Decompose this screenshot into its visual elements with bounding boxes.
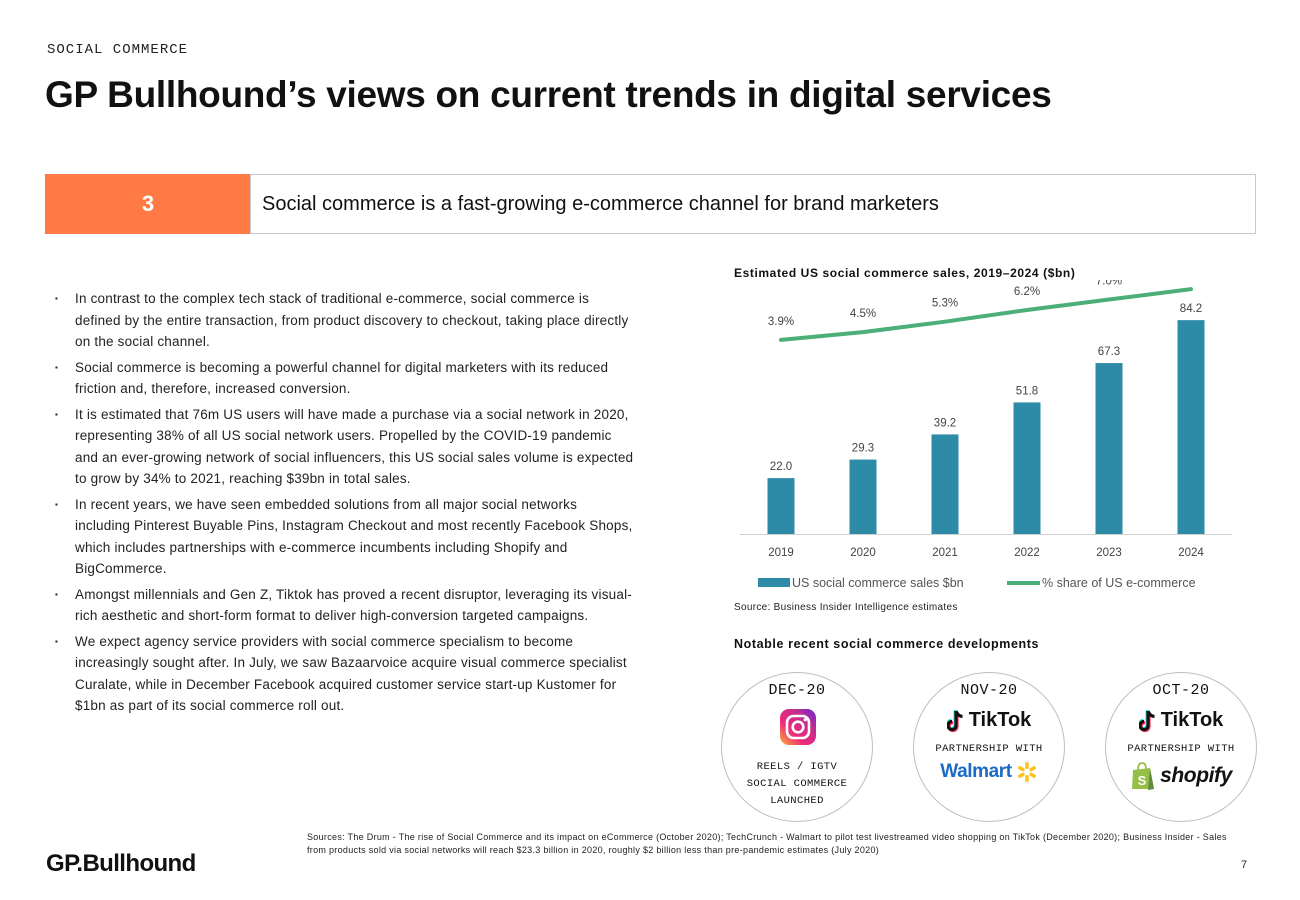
page-number: 7 bbox=[1241, 859, 1248, 871]
bar-2022 bbox=[1013, 402, 1041, 534]
share-label-2022: 6.2% bbox=[1014, 286, 1040, 298]
shopify-bag-icon: S bbox=[1132, 762, 1155, 790]
share-point-2019 bbox=[779, 338, 783, 342]
x-tick-2023: 2023 bbox=[1096, 547, 1122, 559]
bullet-item: Social commerce is becoming a powerful c… bbox=[55, 357, 635, 400]
x-tick-2022: 2022 bbox=[1014, 547, 1040, 559]
share-label-2021: 5.3% bbox=[932, 298, 958, 310]
development-date: NOV-20 bbox=[960, 682, 1018, 699]
tiktok-logo: TikTok bbox=[1106, 709, 1256, 732]
bar-label-2021: 39.2 bbox=[934, 417, 956, 429]
svg-text:S: S bbox=[1138, 773, 1147, 788]
share-label-2020: 4.5% bbox=[850, 308, 876, 320]
walmart-spark-icon bbox=[1017, 762, 1036, 782]
tiktok-icon bbox=[1138, 709, 1155, 732]
bullet-item: In recent years, we have seen embedded s… bbox=[55, 494, 635, 580]
share-label-2019: 3.9% bbox=[768, 316, 794, 328]
share-point-2022 bbox=[1025, 308, 1029, 312]
bar-2020 bbox=[849, 459, 877, 534]
share-point-2021 bbox=[943, 320, 947, 324]
x-tick-2021: 2021 bbox=[932, 547, 958, 559]
instagram-icon bbox=[780, 709, 816, 745]
tiktok-wordmark: TikTok bbox=[968, 709, 1032, 731]
legend-swatch-sales bbox=[758, 578, 790, 587]
sources-footnote: Sources: The Drum - The rise of Social C… bbox=[307, 832, 1227, 855]
development-line: SOCIAL COMMERCE bbox=[746, 778, 848, 790]
bar-label-2023: 67.3 bbox=[1098, 346, 1120, 358]
walmart-logo: Walmart bbox=[914, 761, 1064, 783]
bar-label-2022: 51.8 bbox=[1016, 385, 1038, 397]
sales-chart: 22.0 29.3 39.2 51.8 67.3 84.2 2019 2020 2021 2022… bbox=[740, 280, 1232, 590]
section-number: 3 bbox=[141, 191, 155, 216]
x-tick-2020: 2020 bbox=[850, 547, 876, 559]
tiktok-icon bbox=[946, 709, 963, 732]
bar-2019 bbox=[767, 478, 795, 534]
bar-label-2019: 22.0 bbox=[770, 461, 792, 473]
bar-2024 bbox=[1177, 320, 1205, 534]
development-date: OCT-20 bbox=[1152, 682, 1210, 699]
bar-2023 bbox=[1095, 363, 1123, 534]
section-number-box: 3 bbox=[45, 174, 251, 234]
x-tick-2024: 2024 bbox=[1178, 547, 1204, 559]
development-circle-instagram: DEC-20 REELS / IGTV SOCIAL COMMERCE LAUN… bbox=[721, 672, 873, 822]
shopify-logo: S shopify bbox=[1106, 761, 1256, 791]
development-circle-tiktok-shopify: OCT-20 TikTok PARTNERSHIP WITH S shopify bbox=[1105, 672, 1257, 822]
development-line: PARTNERSHIP WITH bbox=[1127, 743, 1235, 755]
share-label-2023: 7.0% bbox=[1096, 280, 1122, 288]
chart-title: Estimated US social commerce sales, 2019… bbox=[734, 266, 1076, 280]
page-title: GP Bullhound’s views on current trends i… bbox=[45, 74, 1052, 115]
bullet-item: In contrast to the complex tech stack of… bbox=[55, 288, 635, 353]
bullet-list: In contrast to the complex tech stack of… bbox=[55, 288, 635, 721]
development-line: REELS / IGTV bbox=[756, 761, 838, 773]
share-point-2023 bbox=[1107, 298, 1111, 302]
bar-label-2024: 84.2 bbox=[1180, 303, 1202, 315]
bullet-item: We expect agency service providers with … bbox=[55, 631, 635, 717]
legend-label-sales: US social commerce sales $bn bbox=[792, 576, 964, 590]
share-line bbox=[779, 287, 1193, 342]
legend-label-share: % share of US e-commerce bbox=[1042, 576, 1196, 590]
bullet-item: Amongst millennials and Gen Z, Tiktok ha… bbox=[55, 584, 635, 627]
development-line: PARTNERSHIP WITH bbox=[935, 743, 1043, 755]
section-headline: Social commerce is a fast-growing e-comm… bbox=[262, 192, 939, 215]
development-line: LAUNCHED bbox=[770, 795, 824, 807]
bar-label-2020: 29.3 bbox=[852, 443, 874, 455]
share-point-2024 bbox=[1189, 287, 1193, 291]
tiktok-wordmark: TikTok bbox=[1160, 709, 1224, 731]
development-circle-tiktok-walmart: NOV-20 TikTok PARTNERSHIP WITH Walmart bbox=[913, 672, 1065, 822]
x-tick-2019: 2019 bbox=[768, 547, 794, 559]
walmart-wordmark: Walmart bbox=[940, 761, 1012, 782]
gp-bullhound-logo: GP.Bullhound bbox=[46, 850, 196, 877]
section-kicker: SOCIAL COMMERCE bbox=[47, 42, 189, 58]
tiktok-logo: TikTok bbox=[914, 709, 1064, 732]
section-headline-box: Social commerce is a fast-growing e-comm… bbox=[250, 174, 1256, 234]
chart-source: Source: Business Insider Intelligence es… bbox=[734, 602, 958, 613]
bullet-item: It is estimated that 76m US users will h… bbox=[55, 404, 635, 490]
share-point-2020 bbox=[861, 330, 865, 334]
developments-title: Notable recent social commerce developme… bbox=[734, 637, 1040, 651]
shopify-wordmark: shopify bbox=[1160, 764, 1232, 787]
bar-2021 bbox=[931, 434, 959, 534]
development-date: DEC-20 bbox=[768, 682, 826, 699]
